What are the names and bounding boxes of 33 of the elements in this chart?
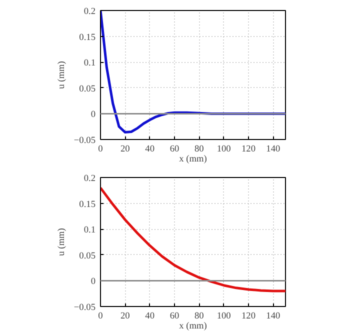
y-tick-label: 0.1 <box>84 58 96 69</box>
y-tick-label: 0.2 <box>84 7 96 17</box>
x-tick-label: 120 <box>242 312 256 322</box>
y-tick-label: 0 <box>90 277 96 288</box>
x-axis-title: x (mm) <box>179 154 207 164</box>
x-tick-label: 140 <box>266 312 280 322</box>
x-tick-label: 60 <box>170 312 180 322</box>
x-tick-label: 40 <box>145 312 155 322</box>
y-tick-label: 0.1 <box>84 226 96 236</box>
x-tick-label: 60 <box>170 144 180 154</box>
y-tick-label: 0.05 <box>79 251 96 262</box>
x-tick-label: 140 <box>266 144 280 154</box>
line-series <box>100 186 286 292</box>
y-tick-label: 0 <box>90 110 96 120</box>
x-tick-label: 100 <box>216 144 232 154</box>
x-tick-label: 100 <box>216 312 232 322</box>
x-tick-label: 120 <box>242 144 256 154</box>
x-tick-label: 80 <box>194 312 204 322</box>
x-tick-label: 20 <box>120 312 130 322</box>
y-tick-label: 0.15 <box>79 200 96 210</box>
x-tick-label: 0 <box>98 312 104 322</box>
y-tick-label: −0.05 <box>74 136 96 146</box>
y-axis-title: u (mm) <box>56 61 67 89</box>
y-axis-title: u (mm) <box>56 228 67 256</box>
x-tick-label: 80 <box>194 144 204 154</box>
y-tick-label: 0.05 <box>79 84 96 94</box>
y-tick-label: −0.05 <box>74 303 96 313</box>
x-tick-label: 0 <box>98 144 104 154</box>
x-axis-title: x (mm) <box>179 322 207 332</box>
x-tick-label: 20 <box>120 144 130 154</box>
y-tick-label: 0.15 <box>79 32 96 43</box>
x-tick-label: 40 <box>145 144 155 154</box>
y-tick-label: 0.2 <box>84 174 96 184</box>
